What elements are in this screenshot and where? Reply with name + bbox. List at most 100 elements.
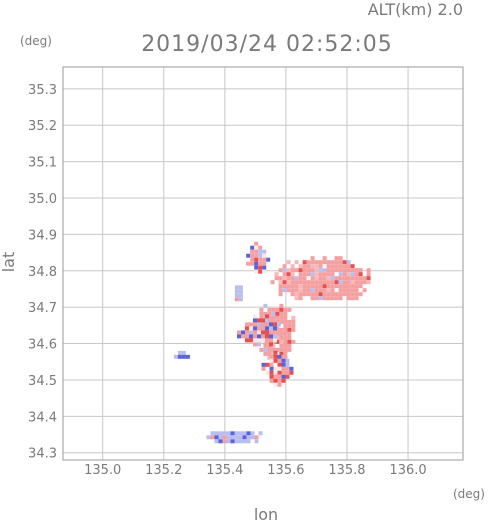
field-cell — [279, 351, 284, 356]
field-cell — [265, 330, 269, 335]
field-cell — [338, 272, 343, 277]
field-cell — [275, 315, 280, 320]
y-tick-label: 34.3 — [28, 447, 57, 462]
field-cell — [322, 260, 327, 265]
field-cell — [259, 311, 264, 316]
y-unit-label: (deg) — [20, 34, 52, 48]
field-cell — [279, 343, 284, 348]
field-cell — [254, 241, 259, 246]
field-cell — [279, 311, 284, 316]
field-cell — [238, 435, 243, 440]
field-cell — [277, 362, 282, 367]
field-cell — [269, 370, 274, 375]
field-cell — [366, 268, 371, 273]
field-cell — [302, 288, 307, 293]
field-cell — [366, 276, 371, 281]
field-cell — [262, 265, 267, 270]
field-cell — [298, 296, 303, 301]
field-cell — [358, 276, 363, 281]
field-cell — [269, 366, 274, 371]
field-cell — [277, 366, 282, 371]
field-cell — [314, 272, 319, 277]
field-cell — [246, 431, 251, 436]
field-cell — [177, 350, 182, 355]
field-cell — [253, 342, 257, 347]
field-cell — [318, 276, 323, 281]
field-cell — [334, 284, 339, 289]
field-cell — [306, 288, 311, 293]
field-cell — [287, 335, 292, 340]
field-cell — [277, 374, 282, 379]
field-cell — [326, 276, 331, 281]
field-cell — [330, 284, 335, 289]
field-cell — [282, 276, 287, 281]
field-cell — [273, 378, 278, 383]
field-cell — [322, 272, 327, 277]
field-cell — [266, 257, 271, 262]
field-cell — [310, 272, 315, 277]
field-cell — [242, 435, 247, 440]
field-cell — [326, 280, 331, 285]
field-cell — [350, 280, 355, 285]
timestamp-title: 2019/03/24 02:52:05 — [141, 32, 393, 57]
field-cell — [287, 339, 292, 344]
field-cell — [258, 261, 263, 266]
field-cell — [342, 280, 347, 285]
y-axis-label: lat — [0, 252, 18, 273]
field-cell — [285, 374, 290, 379]
field-cell — [310, 264, 315, 269]
field-cell — [291, 339, 296, 344]
field-cell — [286, 272, 291, 277]
field-cell — [253, 322, 257, 327]
field-cell — [326, 272, 331, 277]
field-cell — [253, 314, 257, 319]
field-cell — [253, 318, 257, 323]
field-cell — [322, 292, 327, 297]
field-cell — [354, 276, 359, 281]
field-cell — [289, 366, 294, 371]
field-cell — [282, 280, 287, 285]
field-cell — [310, 296, 315, 301]
x-tick-label: 135.8 — [328, 463, 365, 478]
field-cell — [254, 257, 259, 262]
field-cell — [330, 280, 335, 285]
field-cell — [286, 276, 291, 281]
field-cell — [290, 268, 295, 273]
field-cell — [277, 370, 282, 375]
field-cell — [330, 268, 335, 273]
field-cell — [275, 327, 280, 332]
field-cell — [218, 439, 223, 444]
field-cell — [330, 272, 335, 277]
field-cell — [310, 288, 315, 293]
field-cell — [269, 378, 274, 383]
field-cell — [322, 268, 327, 273]
field-cell — [342, 288, 347, 293]
field-cell — [279, 315, 284, 320]
field-cell — [282, 272, 287, 277]
field-cell — [249, 322, 253, 327]
field-cell — [302, 280, 307, 285]
y-tick-label: 35.2 — [28, 119, 57, 134]
field-cell — [257, 326, 261, 331]
field-cell — [273, 334, 277, 339]
field-cell — [318, 264, 323, 269]
field-cell — [273, 358, 278, 363]
field-cell — [277, 358, 282, 363]
field-cell — [265, 362, 270, 367]
field-cell — [273, 338, 277, 343]
field-cell — [258, 245, 263, 250]
field-cell — [270, 280, 275, 285]
field-cell — [234, 293, 239, 298]
field-cell — [237, 334, 241, 339]
field-cell — [330, 296, 335, 301]
field-cell — [271, 343, 276, 348]
field-cell — [271, 307, 276, 312]
field-cell — [358, 284, 363, 289]
field-cell — [283, 351, 288, 356]
field-cell — [277, 382, 282, 387]
field-cell — [346, 272, 351, 277]
field-cell — [265, 338, 269, 343]
field-cell — [287, 307, 292, 312]
field-cell — [338, 280, 343, 285]
field-cell — [306, 260, 311, 265]
